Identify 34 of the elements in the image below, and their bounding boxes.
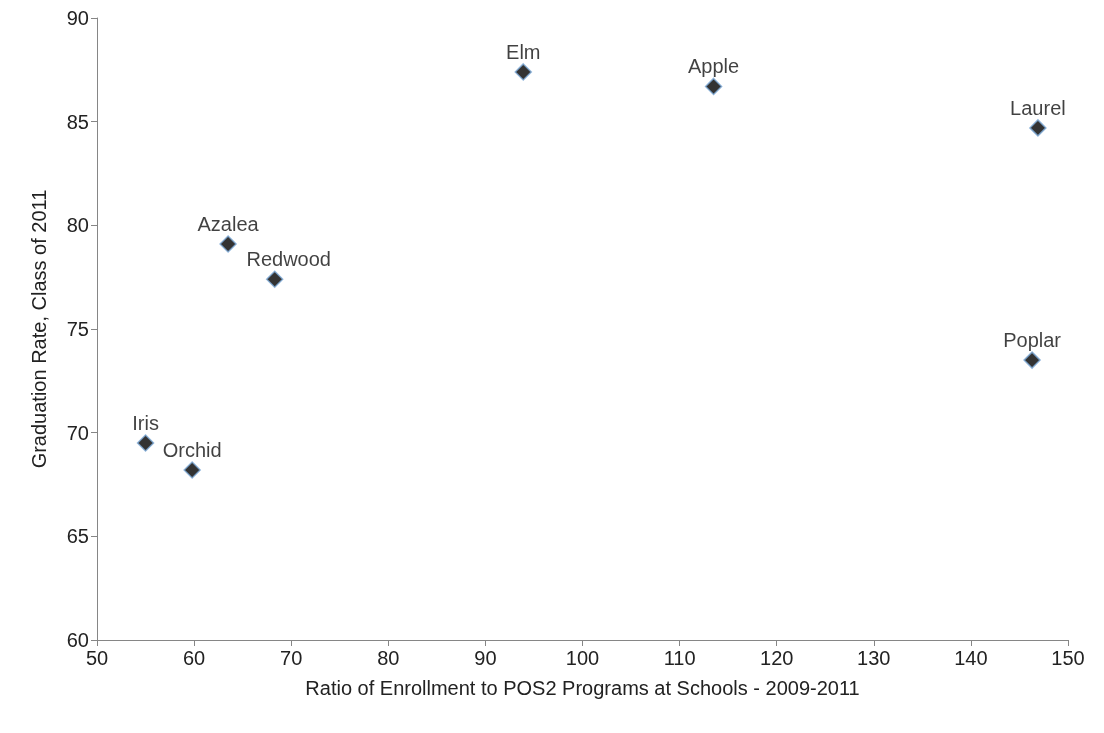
point <box>514 63 533 81</box>
y-axis-title: Graduation Rate, Class of 2011 <box>28 189 50 469</box>
annotation: Elm <box>506 40 541 63</box>
annotation: Azalea <box>197 212 260 235</box>
x-tick-label: 70 <box>280 647 303 669</box>
x-tick-label: 130 <box>857 647 891 669</box>
x-tick-label: 80 <box>377 647 400 669</box>
y-tick-label: 85 <box>66 110 89 133</box>
y-tick-label: 90 <box>66 7 89 29</box>
y-tick-label: 80 <box>66 214 89 237</box>
annotation: Orchid <box>162 438 222 461</box>
point <box>219 235 237 253</box>
x-tick-label: 100 <box>565 647 600 669</box>
annotation: Laurel <box>1010 96 1066 119</box>
x-tick-label: 150 <box>1051 647 1085 669</box>
x-tick-label: 140 <box>954 647 988 669</box>
y-tick-label: 65 <box>66 525 89 548</box>
x-tick-label: 90 <box>474 647 497 669</box>
annotation: Apple <box>688 55 740 78</box>
x-tick-label: 110 <box>663 647 696 669</box>
x-tick-label: 120 <box>760 647 794 669</box>
annotation: Poplar <box>1003 329 1062 352</box>
point <box>1023 351 1041 369</box>
annotation: Redwood <box>246 248 331 271</box>
y-tick-label: 75 <box>66 318 89 340</box>
annotation: Iris <box>132 412 159 435</box>
point <box>1029 119 1047 137</box>
point <box>136 434 155 452</box>
x-tick-label: 60 <box>182 647 206 669</box>
point <box>704 77 723 96</box>
point <box>183 461 201 479</box>
point <box>265 270 284 288</box>
y-tick-label: 70 <box>66 421 89 444</box>
x-axis-title: Ratio of Enrollment to POS2 Programs at Schools - 2009-2011 <box>305 677 860 699</box>
